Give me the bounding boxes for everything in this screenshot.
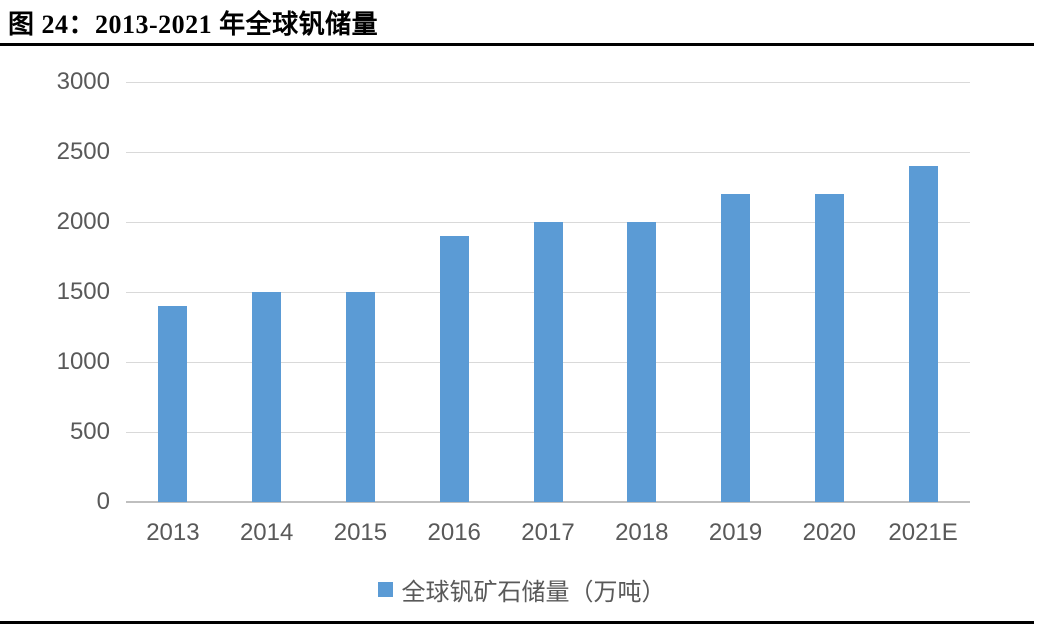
bar-chart: 0 500 1000 1500 2000 2500 3000 2013 2014 2015 201… xyxy=(0,46,1043,621)
x-axis-line xyxy=(126,501,970,503)
x-tick-label-2020: 2020 xyxy=(802,519,857,546)
y-tick-label-2500: 2500 xyxy=(56,138,110,165)
gridline-3000 xyxy=(126,81,970,83)
bar-2016 xyxy=(439,236,469,502)
gridline-2500 xyxy=(126,151,970,153)
legend-marker-icon xyxy=(377,581,393,597)
x-tick-label-2017: 2017 xyxy=(521,519,575,546)
y-tick-label-1500: 1500 xyxy=(56,278,110,305)
y-tick-label-1000: 1000 xyxy=(56,348,110,375)
bar-2020 xyxy=(814,194,844,502)
y-tick-label-500: 500 xyxy=(69,418,110,445)
bar-2015 xyxy=(345,292,375,502)
y-tick-label-3000: 3000 xyxy=(56,68,110,95)
y-tick-label-0: 0 xyxy=(96,488,110,515)
plot-area xyxy=(126,81,970,503)
legend-series-label: 全球钒矿石储量（万吨） xyxy=(401,578,666,606)
bar-2014 xyxy=(252,292,282,502)
bar-2018 xyxy=(627,222,657,502)
x-tick-label-2014: 2014 xyxy=(239,519,294,546)
x-tick-label-2021E: 2021E xyxy=(888,519,958,546)
title-underline-rule xyxy=(0,43,1034,46)
bar-2017 xyxy=(533,222,563,502)
bar-2021E xyxy=(908,166,938,502)
bar-2013 xyxy=(158,306,188,502)
legend: 全球钒矿石储量（万吨） xyxy=(0,573,1043,606)
x-tick-label-2019: 2019 xyxy=(708,519,763,546)
x-tick-label-2016: 2016 xyxy=(427,519,481,546)
figure-bottom-rule xyxy=(0,621,1034,624)
bar-2019 xyxy=(721,194,751,502)
x-tick-label-2018: 2018 xyxy=(615,519,669,546)
x-tick-label-2013: 2013 xyxy=(146,519,200,546)
x-tick-label-2015: 2015 xyxy=(333,519,388,546)
y-tick-label-2000: 2000 xyxy=(56,208,110,235)
figure-title: 图 24：2013-2021 年全球钒储量 xyxy=(8,10,379,39)
